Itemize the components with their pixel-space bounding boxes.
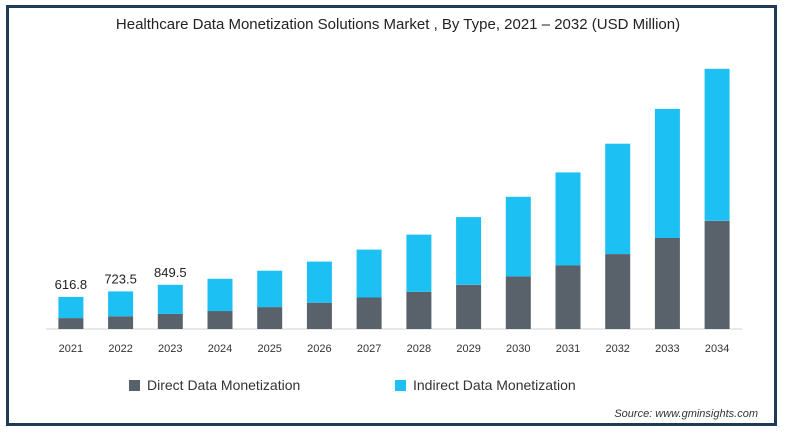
x-tick-label: 2034 [705,343,729,355]
bar-indirect-2030 [505,196,531,277]
legend-label-indirect: Indirect Data Monetization [413,377,576,393]
legend-item-indirect: Indirect Data Monetization [395,377,576,393]
data-label: 849.5 [154,265,187,280]
bar-direct-2022 [108,316,134,329]
bar-direct-2031 [555,265,581,329]
bar-direct-2023 [157,313,183,329]
bar-direct-2029 [456,284,482,329]
x-tick-label: 2033 [655,343,679,355]
data-labels: 616.8 723.5 849.5 [55,265,187,292]
legend-item-direct: Direct Data Monetization [129,377,300,393]
bar-indirect-2021 [58,296,84,319]
source-note: Source: www.gminsights.com [614,408,758,420]
bars-group [58,68,730,329]
bar-indirect-2033 [654,108,680,239]
bar-direct-2028 [406,291,432,329]
x-tick-label: 2032 [605,343,629,355]
x-tick-label: 2028 [407,343,431,355]
bar-direct-2026 [306,302,332,329]
x-tick-label: 2027 [357,343,381,355]
bar-indirect-2025 [257,270,283,308]
bar-indirect-2027 [356,249,382,298]
chart-title: Healthcare Data Monetization Solutions M… [115,16,681,33]
data-label: 723.5 [104,271,137,286]
bar-indirect-2029 [456,217,482,285]
bar-indirect-2023 [157,284,183,314]
x-tick-label: 2029 [456,343,480,355]
legend-swatch-direct [129,379,140,391]
x-tick-label: 2026 [307,343,331,355]
chart-frame [6,5,777,426]
bar-direct-2032 [605,254,631,329]
x-tick-labels: 2021 2022 2023 2024 2025 2026 2027 2028 2029 2030… [59,343,730,355]
bar-direct-2024 [207,311,233,329]
legend-label-direct: Direct Data Monetization [147,377,301,393]
bar-direct-2021 [58,318,84,329]
x-tick-label: 2030 [506,343,530,355]
data-label: 616.8 [55,277,88,292]
x-tick-label: 2022 [108,343,132,355]
bar-indirect-2022 [108,291,134,317]
x-tick-label: 2023 [158,343,182,355]
bar-indirect-2031 [555,172,581,266]
bar-direct-2025 [257,307,283,329]
bar-direct-2033 [654,237,680,329]
x-tick-label: 2024 [208,343,232,355]
bar-indirect-2034 [704,68,730,221]
legend: Direct Data Monetization Indirect Data M… [0,377,796,397]
bar-indirect-2026 [306,261,332,303]
x-tick-label: 2031 [556,343,580,355]
bar-indirect-2028 [406,234,432,292]
legend-swatch-indirect [395,379,406,391]
x-tick-label: 2021 [59,343,83,355]
bar-direct-2027 [356,297,382,329]
x-tick-label: 2025 [257,343,281,355]
bar-indirect-2024 [207,278,233,312]
bar-direct-2034 [704,220,730,329]
bar-direct-2030 [505,276,531,329]
bar-indirect-2032 [605,143,631,254]
